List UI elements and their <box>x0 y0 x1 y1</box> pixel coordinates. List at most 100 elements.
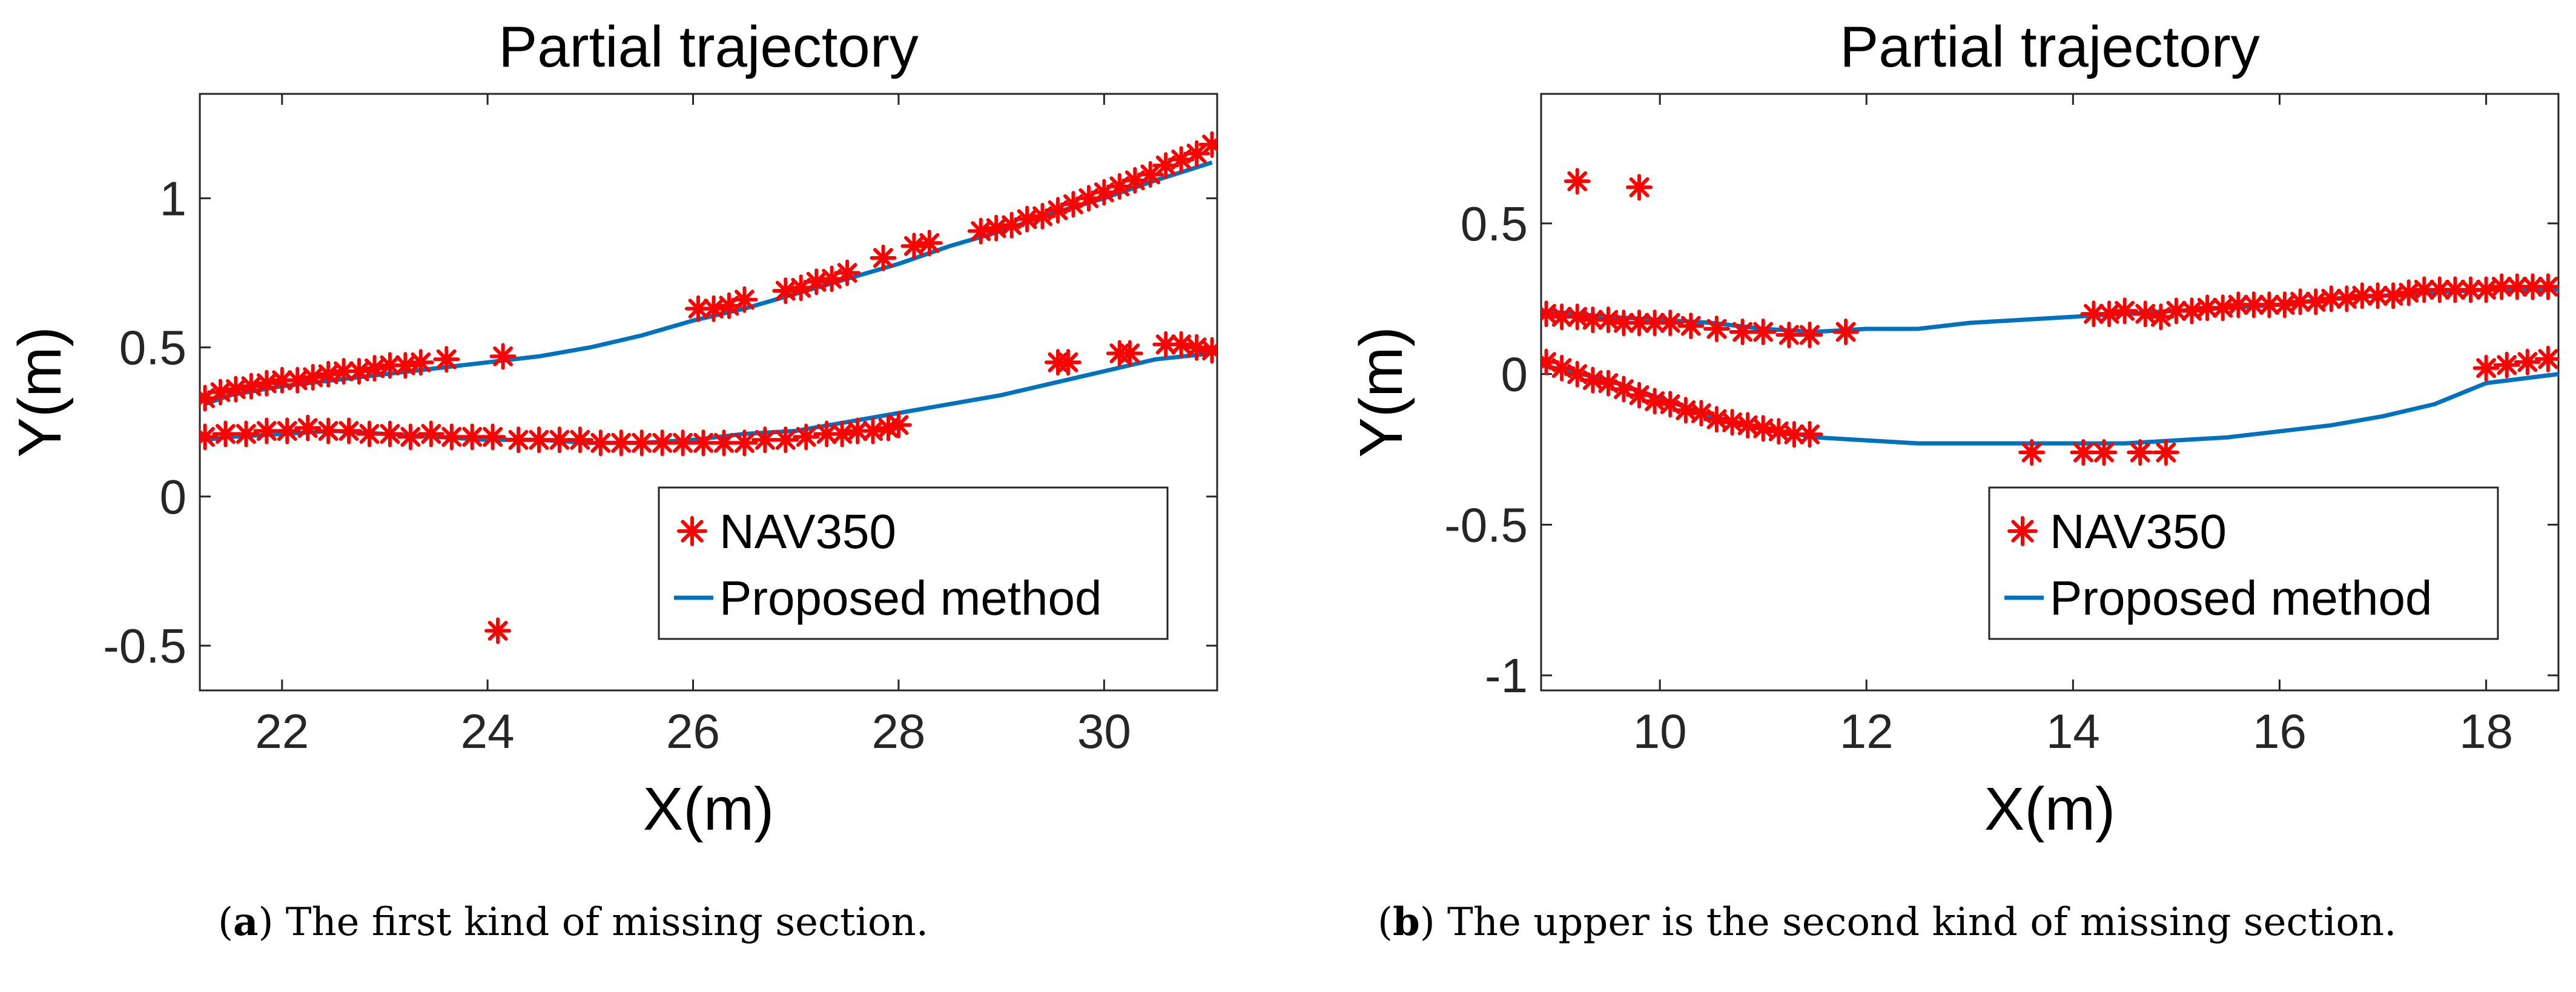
nav350-point <box>751 426 779 454</box>
nav350-point <box>1014 205 1041 233</box>
nav350-point <box>1594 369 1622 397</box>
nav350-point <box>2457 276 2484 303</box>
nav350-point <box>1775 322 1803 348</box>
nav350-point <box>2348 282 2376 309</box>
nav350-point <box>2271 291 2298 319</box>
nav350-point <box>813 420 841 448</box>
nav350-point <box>607 429 635 457</box>
nav350-point <box>1719 409 1746 436</box>
nav350-point <box>731 286 758 313</box>
nav350-point <box>2380 282 2407 309</box>
nav350-point <box>2178 297 2205 325</box>
nav350-point <box>2127 439 2154 466</box>
legend-nav350-marker <box>2007 516 2038 546</box>
nav350-point <box>2503 273 2531 300</box>
nav350-point <box>2411 276 2438 303</box>
nav350-point <box>587 429 614 457</box>
nav350-point <box>417 420 444 448</box>
nav350-point <box>284 366 311 394</box>
nav350-point <box>356 420 383 448</box>
nav350-point <box>1610 375 1637 403</box>
nav350-point <box>200 385 219 412</box>
nav350-point <box>2302 288 2330 316</box>
nav350-point <box>1832 319 1860 345</box>
x-tick-label: 24 <box>461 704 515 758</box>
nav350-point <box>1749 319 1777 345</box>
nav350-point <box>1780 421 1808 448</box>
nav350-point <box>233 420 260 448</box>
nav350-point <box>253 369 280 397</box>
nav350-point <box>505 426 532 454</box>
nav350-point <box>274 417 301 445</box>
legend: NAV350 Proposed method <box>658 486 1169 640</box>
nav350-point <box>772 277 799 305</box>
nav350-point <box>1548 303 1576 331</box>
nav350-point <box>2364 282 2391 309</box>
nav350-point <box>1796 322 1823 348</box>
nav350-point <box>237 372 265 400</box>
nav350-point <box>2287 288 2314 316</box>
nav350-point <box>859 417 887 445</box>
y-tick-label: 0.5 <box>1461 197 1528 251</box>
nav350-point <box>1152 152 1180 179</box>
nav350-point <box>2472 276 2500 303</box>
nav350-point <box>2070 439 2097 466</box>
nav350-point <box>1564 303 1591 331</box>
nav350-point <box>885 411 912 438</box>
nav350-point <box>1703 316 1730 342</box>
nav350-point <box>330 358 357 385</box>
nav350-point <box>900 233 928 260</box>
nav350-point <box>669 429 696 457</box>
y-tick-label: 1 <box>160 171 187 225</box>
nav350-point <box>2534 345 2558 372</box>
nav350-point <box>1594 306 1622 334</box>
nav350-point <box>2080 300 2107 328</box>
nav350-point <box>489 343 517 370</box>
nav350-point <box>1796 421 1823 448</box>
nav350-point <box>793 423 820 451</box>
x-tick-label: 14 <box>2046 704 2100 758</box>
nav350-point <box>2018 439 2046 466</box>
nav350-point <box>1054 349 1082 376</box>
nav350-point <box>916 230 943 257</box>
y-axis-label: Y(m) <box>1347 326 1415 458</box>
nav350-point <box>1749 415 1777 442</box>
nav350-point <box>1734 412 1762 439</box>
legend-nav350-marker <box>677 516 707 546</box>
nav350-point <box>2317 285 2345 312</box>
nav350-point <box>433 346 460 373</box>
nav350-point <box>1626 309 1653 337</box>
nav350-point <box>967 217 994 245</box>
nav350-point <box>1152 331 1180 358</box>
nav350-point <box>1677 312 1705 340</box>
nav350-point <box>715 292 742 319</box>
nav350-point <box>1579 366 1607 394</box>
legend-nav350-label: NAV350 <box>719 504 896 558</box>
y-tick-label: -1 <box>1485 649 1528 703</box>
caption-a-letter: a <box>233 899 259 945</box>
nav350-point <box>1610 309 1637 337</box>
nav350-point <box>787 274 814 302</box>
nav350-point <box>870 244 897 271</box>
nav350-point <box>2534 273 2558 300</box>
nav350-point <box>2194 294 2221 322</box>
nav350-point <box>710 429 738 457</box>
nav350-point <box>315 360 342 388</box>
nav350-point <box>1641 388 1668 415</box>
nav350-point <box>649 429 676 457</box>
nav350-point <box>1626 174 1653 201</box>
y-tick-label: -0.5 <box>1444 498 1528 552</box>
x-axis-label: X(m) <box>643 775 774 843</box>
nav350-point <box>1548 354 1576 382</box>
nav350-point <box>1137 161 1164 188</box>
legend-proposed-label: Proposed method <box>719 571 1102 625</box>
nav350-point <box>2442 276 2469 303</box>
nav350-point <box>1060 191 1087 218</box>
nav350-point <box>2096 300 2123 328</box>
nav350-point <box>685 295 712 322</box>
nav350-point <box>2488 273 2515 300</box>
nav350-point <box>2152 439 2179 466</box>
caption-b: (b) The upper is the second kind of miss… <box>1378 899 2397 945</box>
nav350-point <box>1729 319 1756 345</box>
nav350-point <box>376 420 403 448</box>
